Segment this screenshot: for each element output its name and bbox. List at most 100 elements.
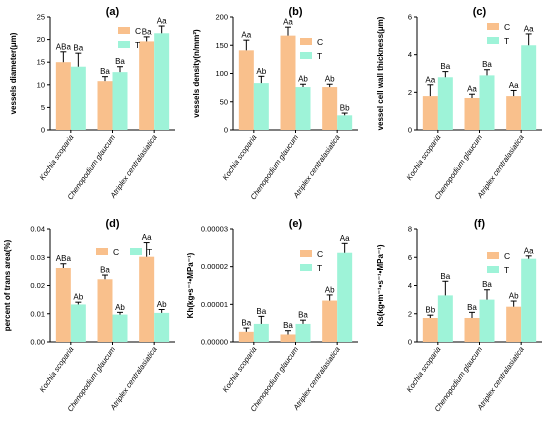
significance-label: Ab xyxy=(73,293,83,302)
significance-label: Ba xyxy=(440,272,450,281)
y-tick-label: 25 xyxy=(37,13,45,22)
y-tick-label: 0 xyxy=(408,126,412,135)
x-tick-label: Kochia scoparia xyxy=(220,345,258,394)
chart-panel-4: (d) 0.00 0.01 0.02 0.03 0.04 percent of trans … xyxy=(3,218,175,413)
bar-C xyxy=(139,41,155,130)
significance-label: Ba xyxy=(100,67,110,76)
legend-swatch-C xyxy=(487,23,499,30)
significance-label: Ba xyxy=(467,303,477,312)
y-tick-label: 10 xyxy=(37,80,45,89)
panel-label: (a) xyxy=(106,6,120,18)
bar-T xyxy=(112,72,128,130)
significance-label: Ba xyxy=(482,280,492,289)
legend-label: C xyxy=(317,249,323,259)
y-tick-label: 15 xyxy=(37,58,45,67)
legend-label: T xyxy=(147,247,152,257)
y-tick-label: 5 xyxy=(41,103,45,112)
legend-label: T xyxy=(317,51,322,61)
y-tick-label: 6 xyxy=(408,13,412,22)
y-tick-label: 0.00 xyxy=(30,338,45,347)
bar-C xyxy=(55,62,71,131)
y-tick-label: 0 xyxy=(408,338,412,347)
significance-label: Ba xyxy=(241,319,251,328)
x-tick-label: Atriplex centralasiatica xyxy=(475,345,526,412)
x-tick-label: Chenopodium glaucum xyxy=(66,133,118,201)
y-tick-label: 0.00000 xyxy=(201,338,228,347)
significance-label: Ba xyxy=(73,44,83,53)
significance-label: Aa xyxy=(509,81,519,90)
significance-label: Ba xyxy=(283,321,293,330)
y-tick-label: 0.00003 xyxy=(201,225,228,234)
y-tick-label: 0.02 xyxy=(30,281,45,290)
panel-label: (d) xyxy=(105,218,119,230)
significance-label: Aa xyxy=(340,234,350,243)
y-tick-label: 4 xyxy=(408,281,412,290)
legend: CT xyxy=(487,22,510,46)
bar-T xyxy=(154,33,170,130)
x-tick-label: Kochia scoparia xyxy=(220,133,258,182)
x-tick-label: Atriplex centralasiatica xyxy=(291,133,342,200)
significance-label: Aa xyxy=(524,24,534,33)
legend-swatch-C xyxy=(96,248,108,255)
panel-label: (f) xyxy=(474,218,485,230)
bar-C xyxy=(506,96,522,130)
x-tick-label: Chenopodium glaucum xyxy=(433,345,485,413)
legend-swatch-T xyxy=(118,41,130,48)
bar-C xyxy=(506,306,522,342)
bar-C xyxy=(55,267,71,342)
bar-T xyxy=(337,252,353,342)
legend-swatch-C xyxy=(118,27,130,34)
y-axis-title: Ks(kg•m⁻¹•s⁻¹•MPa⁻¹) xyxy=(376,244,385,326)
bar-C xyxy=(422,317,438,342)
significance-label: Aa xyxy=(142,233,152,242)
chart-panel-3: (c) 0 2 4 6 vessel cell wall thickness(μm) Aa B… xyxy=(376,6,542,201)
bar-T xyxy=(437,295,453,342)
chart-panel-5: (e) 0.00000 0.00001 0.00002 0.00003 Kh(kg•s⁻¹… xyxy=(186,218,358,413)
y-tick-label: 100 xyxy=(215,69,228,78)
bar-C xyxy=(322,87,338,130)
significance-label: Ab xyxy=(509,292,519,301)
x-tick-label: Chenopodium glaucum xyxy=(66,345,118,413)
y-tick-label: 150 xyxy=(215,41,228,50)
y-axis-title: vessel cell wall thickness(μm) xyxy=(376,16,385,130)
y-tick-label: 0.00002 xyxy=(201,262,228,271)
bar-T xyxy=(479,299,495,342)
legend-label: T xyxy=(504,36,509,46)
y-tick-label: 200 xyxy=(215,13,228,22)
legend-label: T xyxy=(504,265,509,275)
x-tick-label: Kochia scoparia xyxy=(404,345,442,394)
y-tick-label: 0.00001 xyxy=(201,300,228,309)
legend-label: C xyxy=(317,37,323,47)
significance-label: Ab xyxy=(256,67,266,76)
y-tick-label: 6 xyxy=(408,253,412,262)
legend-label: C xyxy=(504,251,510,261)
legend-swatch-T xyxy=(487,37,499,44)
legend-label: C xyxy=(135,26,141,36)
significance-label: Aa xyxy=(524,246,534,255)
panel-label: (b) xyxy=(288,6,302,18)
x-tick-label: Kochia scoparia xyxy=(37,133,75,182)
bar-C xyxy=(464,97,480,130)
panel-label: (e) xyxy=(289,218,303,230)
bar-C xyxy=(139,256,155,342)
significance-label: Ab xyxy=(157,300,167,309)
x-tick-label: Chenopodium glaucum xyxy=(433,133,485,201)
legend-swatch-C xyxy=(300,250,312,257)
bar-C xyxy=(280,334,296,342)
legend-label: C xyxy=(113,247,119,257)
x-tick-label: Atriplex centralasiatica xyxy=(475,133,526,200)
legend-swatch-T xyxy=(130,248,142,255)
y-tick-label: 8 xyxy=(408,225,412,234)
y-tick-label: 0 xyxy=(224,126,228,135)
significance-label: Aa xyxy=(241,31,251,40)
significance-label: Ab xyxy=(325,75,335,84)
significance-label: Ba xyxy=(100,266,110,275)
legend: CT xyxy=(300,249,323,273)
significance-label: Bb xyxy=(340,104,350,113)
bar-T xyxy=(521,45,537,130)
y-tick-label: 0 xyxy=(41,126,45,135)
bar-T xyxy=(70,66,86,130)
y-tick-label: 2 xyxy=(408,309,412,318)
